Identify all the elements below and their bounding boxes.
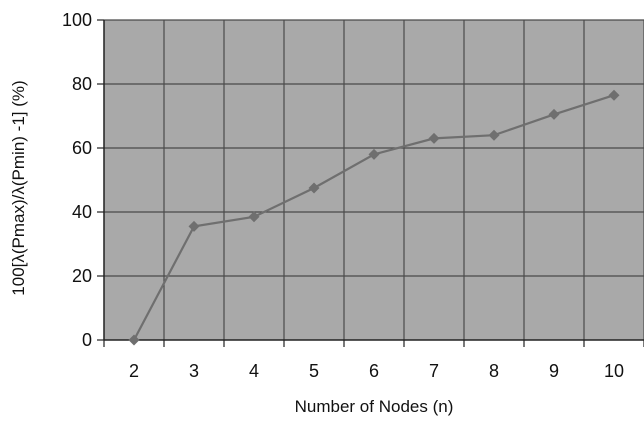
data-point — [608, 89, 620, 101]
x-tick-labels: 2 3 4 5 6 7 8 9 10 — [129, 361, 624, 381]
x-tick-label: 7 — [429, 361, 439, 381]
y-tick-label: 80 — [72, 74, 92, 94]
data-point — [128, 334, 140, 346]
y-tick-label: 100 — [62, 10, 92, 30]
y-tick-label: 20 — [72, 266, 92, 286]
axes — [97, 19, 644, 347]
data-point — [488, 129, 500, 141]
x-tick-label: 10 — [604, 361, 624, 381]
y-tick-label: 40 — [72, 202, 92, 222]
data-point — [188, 220, 200, 232]
y-tick-label: 60 — [72, 138, 92, 158]
x-tick-label: 8 — [489, 361, 499, 381]
x-tick-label: 5 — [309, 361, 319, 381]
x-tick-label: 4 — [249, 361, 259, 381]
x-tick-label: 2 — [129, 361, 139, 381]
y-tick-labels: 0 20 40 60 80 100 — [62, 10, 92, 350]
series — [128, 89, 620, 346]
y-tick-label: 0 — [82, 330, 92, 350]
x-tick-label: 9 — [549, 361, 559, 381]
y-axis-label: 100[λ(Pmax)/λ(Pmin) -1] (%) — [9, 80, 28, 295]
data-point — [308, 182, 320, 194]
data-point — [428, 132, 440, 144]
data-point — [548, 108, 560, 120]
x-axis-label: Number of Nodes (n) — [295, 397, 454, 416]
x-tick-label: 6 — [369, 361, 379, 381]
data-point — [368, 148, 380, 160]
plot-area — [104, 20, 644, 340]
data-point — [248, 211, 260, 223]
x-tick-label: 3 — [189, 361, 199, 381]
